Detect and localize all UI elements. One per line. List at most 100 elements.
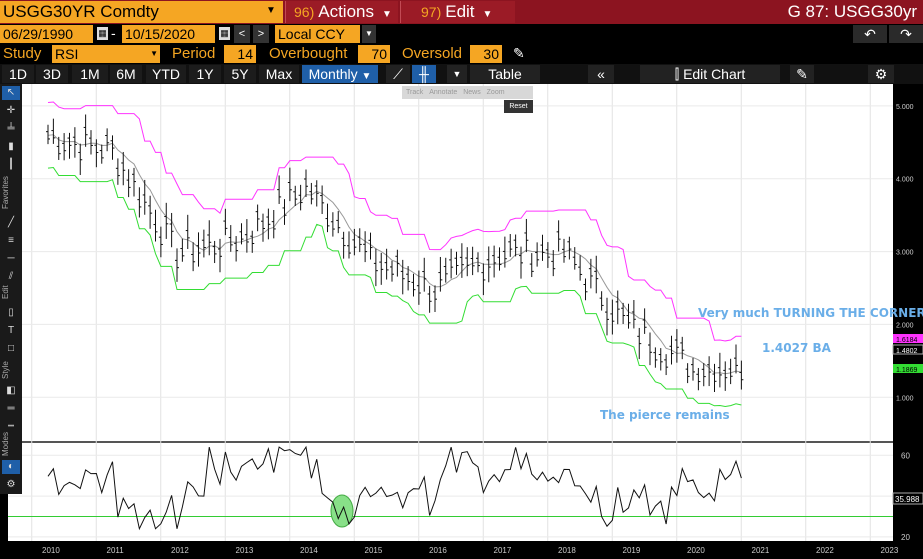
- x-tick-label: 2015: [365, 546, 383, 555]
- crosshair-icon[interactable]: ✛: [6, 105, 16, 116]
- undo-button[interactable]: ↶: [853, 25, 887, 43]
- fib-icon[interactable]: ≡: [8, 235, 14, 246]
- mode-icon[interactable]: ◐: [2, 460, 20, 474]
- period-1d[interactable]: 1D: [2, 65, 34, 83]
- price-chart[interactable]: 2010 2011 2012 2013 2014 2015 2016 2017 2018 2019…: [8, 84, 923, 559]
- oversold-label: Oversold: [402, 45, 463, 62]
- edit-label: Edit: [445, 2, 475, 21]
- price-bars: [46, 114, 744, 393]
- chevron-down-icon: ▼: [381, 9, 392, 20]
- period-monthly-label: Monthly: [308, 66, 358, 82]
- study-select[interactable]: RSI ▼: [52, 45, 160, 63]
- edit-label: Edit: [1, 285, 10, 299]
- bar-chart-icon[interactable]: ╫: [412, 65, 436, 83]
- draw-icon[interactable]: ✎: [790, 65, 814, 83]
- chevron-down-icon: ▼: [361, 71, 372, 82]
- period-1y[interactable]: 1Y: [189, 65, 221, 83]
- news-tool[interactable]: News: [463, 89, 481, 96]
- chevron-down-icon[interactable]: ▼: [362, 25, 376, 43]
- actions-num: 96): [294, 4, 315, 20]
- prev-arrow-icon[interactable]: <: [234, 25, 250, 43]
- settings-small-icon[interactable]: ⚙: [6, 479, 16, 490]
- period-label: Period: [172, 45, 216, 62]
- y-tick-label: 3.000: [896, 250, 914, 257]
- style-label: Style: [1, 361, 10, 379]
- gear-icon[interactable]: ⚙: [868, 65, 894, 83]
- line-icon[interactable]: ─: [7, 253, 15, 264]
- y-axis-area: [893, 84, 923, 559]
- line-chart-icon[interactable]: ⟋: [386, 65, 410, 83]
- annotation-ba: 1.4027 BA: [762, 341, 832, 355]
- ticker-text: USGG30YR Comdty: [3, 2, 159, 21]
- channel-icon[interactable]: ⫽: [8, 271, 14, 282]
- edit-chart-button[interactable]: ⫿ Edit Chart: [640, 65, 780, 83]
- ticker-field[interactable]: USGG30YR Comdty: [0, 1, 283, 23]
- period-5y[interactable]: 5Y: [224, 65, 256, 83]
- rsi-tag-text: 35.988: [895, 495, 920, 504]
- date-bar: 06/29/1990 ▦ - 10/15/2020 ▦ < > Local CC…: [0, 24, 923, 44]
- track-tool[interactable]: Track: [406, 89, 424, 96]
- edit-num: 97): [421, 4, 442, 20]
- overbought-label: Overbought: [269, 45, 348, 62]
- trend-icon[interactable]: ╱: [7, 217, 15, 228]
- annotate-tool[interactable]: Annotate: [429, 89, 458, 96]
- oversold-input[interactable]: 30: [470, 45, 502, 63]
- x-tick-label: 2021: [752, 546, 770, 555]
- pencil-icon[interactable]: ✎: [513, 45, 525, 61]
- x-tick-label: 2012: [171, 546, 189, 555]
- x-tick-label: 2013: [236, 546, 254, 555]
- period-1m[interactable]: 1M: [72, 65, 108, 83]
- bar-icon[interactable]: ▮: [8, 141, 14, 152]
- chevron-down-icon[interactable]: ▼: [447, 65, 467, 83]
- redo-button[interactable]: ↷: [889, 25, 923, 43]
- x-tick-label: 2011: [107, 546, 125, 555]
- currency-field[interactable]: Local CCY: [275, 25, 360, 43]
- text-icon[interactable]: T: [7, 325, 15, 336]
- period-monthly[interactable]: Monthly ▼: [302, 65, 378, 83]
- edit-chart-label: Edit Chart: [683, 66, 746, 82]
- ruler-icon[interactable]: ╧: [7, 123, 15, 134]
- tools-sidebar: ↖ ✛ ╧ ▮ ┃ Favorites ╱ ≡ ─ ⫽ Edit ▯ T □ S…: [0, 84, 22, 494]
- collapse-icon[interactable]: «: [588, 65, 614, 83]
- table-button[interactable]: Table: [470, 65, 540, 83]
- rsi-tag: [892, 492, 923, 505]
- end-date-field[interactable]: 10/15/2020: [122, 25, 215, 43]
- calendar-icon[interactable]: ▦: [97, 27, 108, 40]
- period-ytd[interactable]: YTD: [146, 65, 186, 83]
- overbought-input[interactable]: 70: [358, 45, 390, 63]
- chevron-down-icon: ▼: [150, 49, 158, 58]
- study-label: Study: [3, 45, 42, 62]
- study-value: RSI: [55, 46, 79, 62]
- y-tick-label: 5.000: [896, 104, 914, 111]
- erase-icon[interactable]: ▯: [8, 307, 14, 318]
- y-tick-label: 1.000: [896, 395, 914, 402]
- edit-menu-button[interactable]: 97) Edit ▼: [400, 1, 515, 23]
- candle-icon[interactable]: ┃: [7, 159, 15, 170]
- actions-label: Actions: [318, 2, 374, 21]
- period-max[interactable]: Max: [259, 65, 299, 83]
- rsi-line: [47, 445, 742, 531]
- start-date-field[interactable]: 06/29/1990: [0, 25, 93, 43]
- chevron-down-icon: ▼: [482, 9, 493, 20]
- dash-icon[interactable]: ┅: [7, 421, 15, 432]
- actions-menu-button[interactable]: 96) Actions ▼: [285, 1, 398, 23]
- lower-tag: [893, 364, 923, 373]
- x-tick-label: 2014: [300, 546, 318, 555]
- pointer-icon[interactable]: ↖: [2, 86, 20, 100]
- next-arrow-icon[interactable]: >: [253, 25, 269, 43]
- top-bar: USGG30YR Comdty ▼ 96) Actions ▼ 97) Edit ▼ G…: [0, 0, 923, 24]
- y-tick-label: 4.000: [896, 177, 914, 184]
- upper-band-line: [47, 101, 742, 342]
- reset-button[interactable]: Reset: [504, 100, 533, 113]
- date-separator: -: [111, 25, 116, 41]
- width-icon[interactable]: ═: [7, 403, 15, 414]
- shape-icon[interactable]: □: [7, 343, 15, 354]
- ticker-dropdown-icon[interactable]: ▼: [266, 5, 276, 16]
- period-input[interactable]: 14: [224, 45, 256, 63]
- lower-band-line: [47, 167, 742, 408]
- zoom-tool[interactable]: Zoom: [486, 89, 505, 96]
- color-icon[interactable]: ◧: [6, 385, 16, 396]
- period-6m[interactable]: 6M: [110, 65, 142, 83]
- calendar-icon[interactable]: ▦: [219, 27, 230, 40]
- period-3d[interactable]: 3D: [36, 65, 68, 83]
